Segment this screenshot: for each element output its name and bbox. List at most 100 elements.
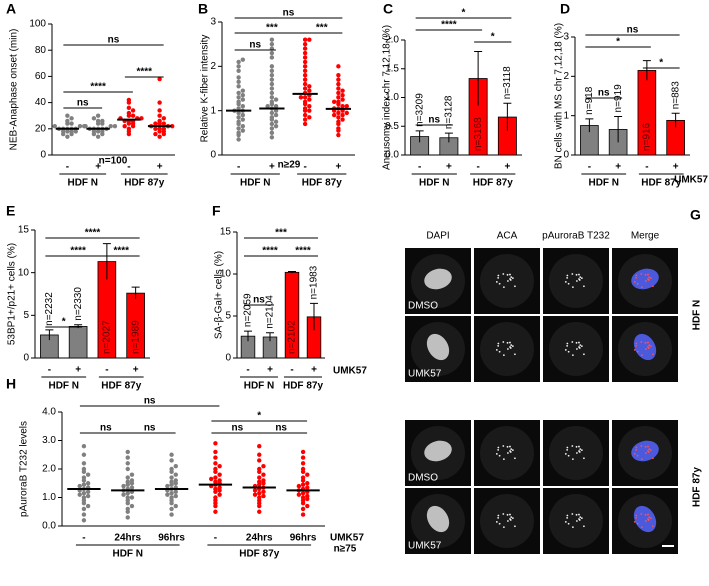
data-dot (65, 134, 70, 139)
data-dot (217, 463, 222, 469)
data-dot (300, 506, 306, 512)
data-dot (129, 472, 135, 477)
x-tick-label: + (157, 162, 163, 173)
data-dot (52, 123, 57, 129)
data-dot (85, 481, 91, 486)
kinetochore (583, 525, 585, 528)
data-dot (95, 118, 101, 124)
kinetochore (498, 350, 501, 353)
kinetochore (497, 342, 500, 345)
data-dot (169, 495, 174, 500)
data-dot (81, 491, 87, 496)
data-dot (336, 126, 341, 131)
data-dot (302, 106, 308, 111)
data-dot (173, 478, 178, 483)
data-dot (300, 512, 306, 517)
data-dot (302, 121, 308, 127)
kinetochore (647, 513, 649, 516)
data-dot (300, 495, 306, 500)
kinetochore (583, 353, 585, 356)
data-dot (236, 126, 241, 131)
kinetochore (636, 350, 639, 353)
kinetochore (509, 513, 511, 516)
data-dot (302, 68, 308, 73)
data-dot (302, 50, 308, 56)
x-tick-label: - (48, 365, 51, 376)
data-dot (257, 452, 262, 457)
data-dot (213, 486, 218, 492)
kinetochore (495, 453, 498, 455)
data-dot (236, 99, 241, 105)
data-dot (169, 506, 174, 512)
kinetochore (510, 344, 513, 347)
data-dot (300, 455, 306, 460)
significance-label: * (491, 32, 495, 43)
data-dot (269, 73, 275, 78)
treatment-label: UMK57 (330, 533, 364, 544)
x-tick-label: 24hrs (246, 533, 273, 544)
kinetochore (571, 341, 574, 343)
data-dot (269, 135, 275, 140)
kinetochore (647, 519, 650, 521)
kinetochore (648, 448, 651, 451)
data-dot (173, 472, 178, 477)
kinetochore (652, 525, 654, 528)
sample-note: n=100 (99, 156, 128, 167)
kinetochore (497, 345, 500, 347)
kinetochore (567, 454, 570, 457)
kinetochore (506, 348, 509, 350)
y-tick-label: 0.0 (385, 150, 399, 161)
kinetochore (578, 519, 581, 521)
error-bar (45, 329, 54, 341)
data-dot (125, 506, 130, 512)
data-dot (157, 118, 162, 124)
data-dot (300, 482, 306, 487)
significance-label: *** (266, 23, 278, 34)
kinetochore (644, 452, 647, 454)
y-axis-label: Aneusomy index chr 7,12,18 (%) (382, 25, 393, 170)
data-dot (65, 113, 70, 118)
error-bar (585, 118, 594, 133)
kinetochore (636, 454, 639, 457)
column-header: DAPI (426, 231, 449, 242)
bar-label: n=916 (642, 122, 653, 151)
group-label: HDF 87y (473, 178, 513, 189)
kinetochore (502, 513, 505, 515)
significance-label: ns (231, 423, 243, 434)
x-tick-label: + (267, 365, 273, 376)
data-dot (302, 112, 308, 118)
x-tick-label: - (588, 162, 591, 173)
data-dot (302, 81, 308, 87)
y-tick-label: 3 (210, 17, 216, 28)
data-dot (108, 123, 113, 129)
data-dot (307, 97, 312, 102)
error-bar (102, 243, 111, 280)
data-dot (217, 485, 222, 490)
kinetochore (567, 282, 570, 285)
panel-letter: E (6, 203, 15, 219)
kinetochore (502, 354, 505, 357)
data-dot (240, 57, 246, 62)
panel-letter: G (690, 207, 701, 223)
significance-label: * (659, 58, 663, 69)
data-dot (236, 119, 241, 124)
data-dot (157, 108, 162, 113)
group-label: HDF 87y (641, 178, 681, 189)
data-dot (336, 119, 341, 124)
kinetochore (648, 516, 651, 519)
kinetochore (495, 349, 498, 351)
kinetochore (583, 285, 585, 288)
significance-label: ns (144, 396, 156, 407)
data-dot (77, 123, 83, 129)
kinetochore (635, 342, 638, 345)
data-dot (336, 110, 341, 116)
data-dot (213, 441, 218, 446)
kinetochore (497, 277, 500, 279)
y-axis-label: pAuroraB T232 levels (19, 421, 30, 517)
kinetochore (647, 451, 650, 453)
kinetochore (579, 516, 582, 519)
data-dot (257, 466, 262, 472)
data-dot (302, 55, 308, 60)
data-dot (300, 475, 306, 480)
data-dot (336, 132, 341, 138)
